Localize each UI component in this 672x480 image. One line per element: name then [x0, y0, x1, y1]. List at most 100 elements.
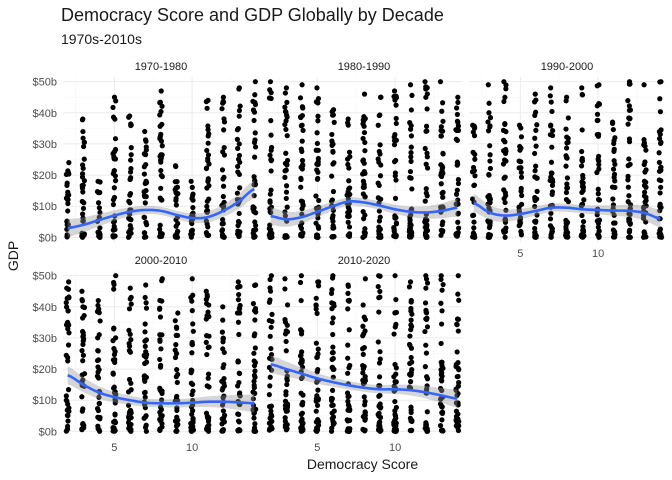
data-point — [439, 190, 445, 196]
data-point — [579, 148, 585, 155]
data-point — [268, 403, 275, 409]
data-point — [173, 332, 179, 338]
data-point — [596, 162, 602, 168]
data-point — [64, 218, 70, 225]
data-point — [143, 337, 149, 343]
data-point — [268, 345, 274, 352]
data-point — [625, 199, 631, 205]
data-point — [470, 164, 477, 171]
data-point — [408, 428, 414, 434]
data-point — [455, 176, 461, 183]
data-point — [158, 88, 164, 94]
data-point — [111, 384, 117, 390]
data-point — [595, 191, 601, 197]
data-point — [64, 398, 70, 404]
data-point — [440, 281, 446, 288]
data-point — [111, 346, 117, 352]
data-point — [455, 328, 461, 334]
data-point — [128, 152, 134, 158]
data-point — [79, 394, 85, 400]
data-point — [300, 105, 306, 111]
data-point — [128, 301, 134, 307]
data-point — [596, 158, 602, 164]
data-point — [392, 214, 399, 220]
data-point — [408, 212, 414, 218]
x-tick-label: 10 — [389, 442, 401, 454]
data-point — [594, 218, 600, 224]
data-point — [314, 130, 320, 136]
data-point — [65, 208, 71, 214]
data-point — [518, 169, 524, 176]
data-point — [658, 184, 664, 190]
data-point — [362, 148, 368, 154]
data-point — [362, 398, 368, 405]
data-point — [79, 298, 85, 304]
data-point — [65, 387, 72, 393]
data-point — [236, 210, 242, 217]
data-point — [220, 304, 226, 310]
data-point — [532, 203, 538, 210]
data-point — [454, 111, 460, 118]
data-point — [362, 226, 368, 232]
data-point — [236, 107, 242, 114]
data-point — [657, 190, 663, 196]
data-point — [626, 103, 632, 109]
data-point — [503, 82, 509, 88]
data-point — [159, 174, 165, 180]
data-point — [205, 428, 212, 434]
data-point — [407, 120, 413, 126]
data-point — [174, 325, 180, 331]
data-point — [221, 199, 227, 205]
data-point — [565, 139, 571, 145]
data-point — [626, 216, 632, 222]
data-point — [580, 234, 586, 240]
data-point — [391, 419, 397, 426]
data-point — [80, 304, 86, 310]
data-point — [455, 273, 461, 279]
data-point — [299, 138, 305, 144]
data-point — [221, 419, 228, 425]
data-point — [142, 321, 148, 327]
data-point — [330, 414, 337, 420]
data-point — [547, 216, 554, 222]
data-point — [502, 139, 508, 145]
data-point — [97, 179, 103, 185]
data-point — [438, 133, 444, 139]
data-point — [128, 217, 134, 223]
data-point — [220, 216, 226, 223]
data-point — [424, 409, 430, 415]
y-tick-label: $10b — [33, 395, 57, 407]
data-point — [159, 143, 165, 149]
data-point — [626, 107, 632, 113]
data-point — [206, 344, 212, 350]
data-point — [643, 179, 649, 185]
data-point — [298, 360, 304, 366]
data-point — [329, 425, 335, 431]
data-point — [65, 286, 72, 292]
data-point — [300, 162, 306, 168]
data-point — [97, 225, 103, 231]
data-point — [313, 295, 319, 301]
data-point — [487, 152, 493, 158]
data-point — [141, 214, 147, 220]
data-point — [643, 184, 649, 190]
data-point — [437, 422, 444, 429]
data-point — [470, 212, 476, 219]
data-point — [203, 99, 209, 105]
data-point — [487, 165, 494, 172]
data-point — [251, 425, 258, 431]
data-point — [221, 375, 227, 382]
data-point — [220, 408, 227, 414]
data-point — [96, 205, 102, 211]
data-point — [203, 339, 209, 345]
data-point — [65, 326, 71, 332]
data-point — [283, 161, 290, 167]
data-point — [469, 169, 476, 175]
data-point — [439, 373, 445, 379]
data-point — [126, 114, 132, 120]
data-point — [80, 128, 86, 135]
data-point — [625, 98, 631, 104]
data-point — [360, 178, 367, 184]
data-point — [424, 227, 431, 234]
data-point — [252, 101, 259, 108]
